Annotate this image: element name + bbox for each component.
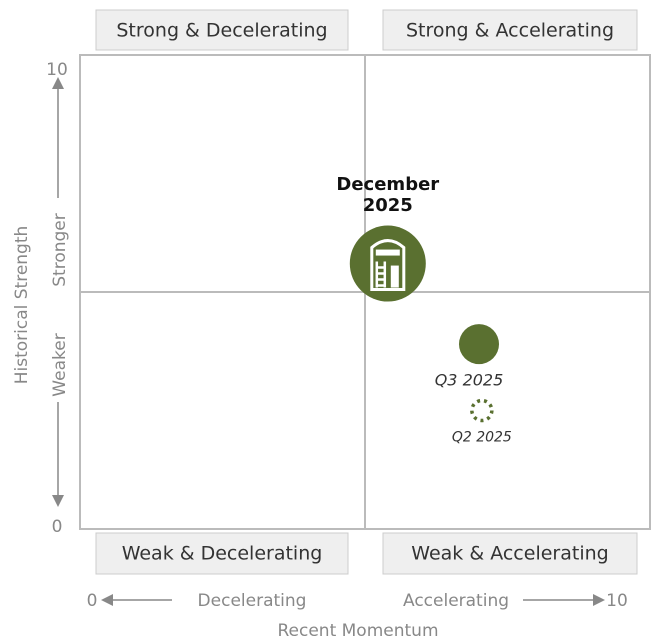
icon-shape xyxy=(375,249,400,256)
quadrant-label: Weak & Accelerating xyxy=(411,543,608,565)
point-label: December 2025 xyxy=(336,173,440,216)
x-axis-title: Recent Momentum xyxy=(277,621,438,641)
x-low-label: Decelerating xyxy=(198,591,307,611)
quadrant-box xyxy=(95,532,349,575)
point xyxy=(470,398,494,423)
icon-shape xyxy=(390,265,399,288)
point-icon xyxy=(370,239,406,292)
quadrant-label: Strong & Accelerating xyxy=(406,20,614,42)
x-tick-label: 10 xyxy=(606,591,628,611)
y-axis-title: Historical Strength xyxy=(12,226,32,385)
point xyxy=(349,225,426,302)
x-high-label: Accelerating xyxy=(403,591,509,611)
quadrant-label: Strong & Decelerating xyxy=(116,20,327,42)
x-tick-label: 0 xyxy=(87,591,98,611)
quadrant-box xyxy=(382,9,638,51)
icon-shape xyxy=(375,261,387,288)
quadrant-label: Weak & Decelerating xyxy=(122,543,323,565)
y-tick-label: 0 xyxy=(52,517,63,537)
point-label: Q3 2025 xyxy=(435,371,504,390)
quadrant-box xyxy=(95,9,349,51)
point xyxy=(459,324,499,365)
y-tick-label: 10 xyxy=(46,60,68,80)
quadrant-box xyxy=(382,532,638,575)
icon-shape xyxy=(370,239,406,292)
point-label: Q2 2025 xyxy=(452,430,512,446)
y-low-label: Weaker xyxy=(50,333,70,396)
y-high-label: Stronger xyxy=(50,213,70,287)
